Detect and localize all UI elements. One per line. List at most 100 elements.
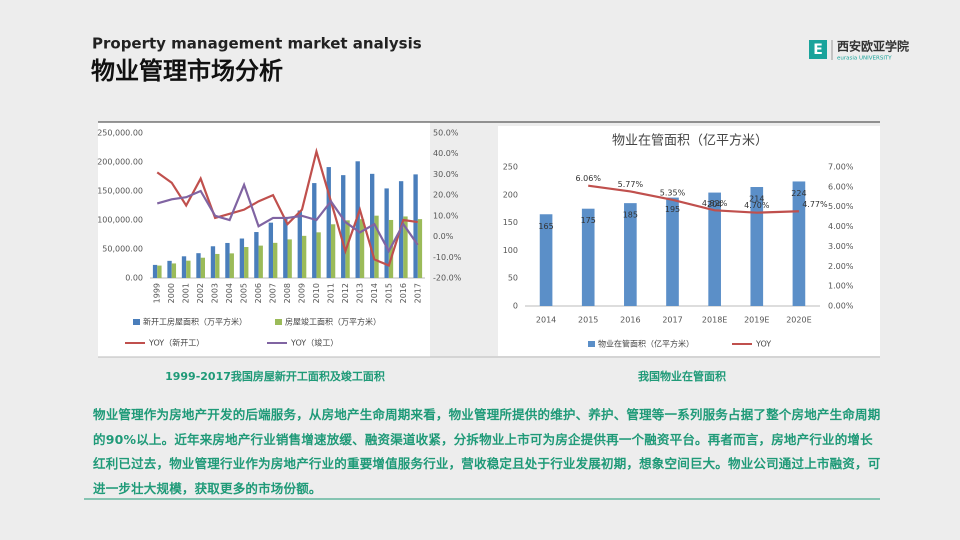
bar [330, 224, 336, 278]
bar [171, 263, 177, 278]
bar [413, 174, 418, 278]
logo-mark: E [813, 42, 823, 58]
bar [297, 210, 302, 278]
y2-tick-label: 30.0% [433, 170, 459, 179]
line [156, 147, 418, 268]
x-tick-label: 2001 [182, 283, 191, 303]
y-tick-label: 100 [503, 246, 518, 255]
y-tick-label: 250 [503, 163, 518, 172]
legend-swatch [275, 319, 282, 325]
y2-tick-label: 3.00% [828, 242, 854, 251]
bar [326, 167, 331, 278]
y-tick-label: 150 [503, 218, 518, 227]
legend-label: YOY（新开工） [148, 338, 204, 348]
x-tick-label: 2016 [620, 316, 640, 325]
y2-tick-label: 5.00% [828, 202, 854, 211]
bar [345, 220, 350, 278]
bar [708, 192, 721, 306]
y-tick-label: 50 [508, 274, 518, 283]
bar [287, 239, 292, 278]
bar [196, 253, 201, 278]
bar [359, 219, 365, 278]
y2-tick-label: -20.0% [433, 274, 462, 283]
bar-label: 165 [538, 222, 553, 231]
x-tick-label: 2019E [744, 316, 769, 325]
bar [273, 242, 278, 278]
x-tick-label: 2015 [578, 316, 598, 325]
bar [374, 215, 379, 278]
x-tick-label: 2006 [254, 283, 263, 303]
bar-label: 224 [791, 189, 806, 198]
x-tick-label: 2010 [312, 283, 321, 303]
bar [539, 214, 553, 306]
legend-label: 物业在管面积（亿平方米） [598, 339, 694, 349]
x-tick-label: 1999 [153, 283, 162, 303]
bar [341, 175, 346, 278]
bar-label: 185 [623, 211, 638, 220]
bar [229, 253, 234, 278]
y2-tick-label: 20.0% [433, 191, 459, 200]
y-tick-label: 200 [503, 190, 518, 199]
bar [355, 161, 360, 278]
bar-label: 175 [581, 216, 596, 225]
x-tick-label: 2009 [297, 283, 306, 303]
bar [244, 247, 249, 278]
x-tick-label: 2017 [413, 283, 422, 303]
legend-swatch [588, 341, 595, 347]
x-tick-label: 2018E [702, 316, 727, 325]
y2-tick-label: 1.00% [828, 282, 854, 291]
bar [239, 238, 245, 278]
y-tick-label: 250,000.00 [97, 129, 143, 138]
bar [792, 181, 806, 306]
bar [384, 188, 389, 278]
bar [283, 218, 288, 278]
x-tick-label: 2011 [326, 283, 335, 303]
x-tick-label: 2003 [211, 283, 220, 303]
y2-tick-label: 0.00% [828, 302, 854, 311]
x-tick-label: 2004 [225, 283, 234, 303]
y-tick-label: 0 [513, 302, 518, 311]
x-tick-label: 2012 [341, 283, 350, 303]
legend-label: YOY（竣工） [290, 338, 338, 348]
bar-label: 195 [665, 205, 680, 214]
x-tick-label: 2000 [167, 283, 176, 303]
line-label: 5.77% [618, 180, 644, 189]
legend-label: 新开工房屋面积（万平方米） [143, 317, 247, 327]
bar [258, 245, 263, 278]
y-tick-label: 0.00 [125, 274, 143, 283]
logo-box [809, 40, 827, 59]
bar [200, 257, 205, 278]
caption: 1999-2017我国房屋新开工面积及竣工面积 [165, 369, 385, 383]
y2-tick-label: 50.0% [433, 129, 459, 138]
bar [152, 264, 158, 278]
line-label: 4.70% [744, 201, 770, 210]
x-tick-label: 2008 [283, 283, 292, 303]
bar [624, 203, 637, 306]
legend-label: YOY [755, 340, 771, 349]
x-tick-label: 2007 [269, 283, 278, 303]
x-tick-label: 2016 [399, 283, 408, 303]
bar [417, 219, 423, 278]
bar [581, 208, 595, 306]
paragraph: 物业管理作为房地产开发的后端服务，从房地产生命周期来看，物业管理所提供的维护、养… [93, 407, 881, 496]
logo-english: eurasia UNIVERSITY [837, 56, 892, 62]
y2-tick-label: 6.00% [828, 182, 854, 191]
title: 物业管理市场分析 [91, 57, 283, 85]
y2-tick-label: 0.0% [433, 232, 454, 241]
line [156, 181, 419, 254]
y-tick-label: 150,000.00 [97, 187, 143, 196]
bar [186, 260, 191, 278]
bar-label: 204 [707, 200, 722, 209]
bar [750, 187, 764, 306]
line-label: 4.82% [702, 199, 728, 208]
y-tick-label: 50,000.00 [102, 245, 143, 254]
x-tick-label: 2014 [536, 316, 556, 325]
x-tick-label: 2005 [240, 283, 249, 303]
x-tick-label: 2020E [786, 316, 811, 325]
x-tick-label: 2002 [196, 283, 205, 303]
bar [225, 242, 230, 278]
line [588, 184, 799, 214]
x-tick-label: 2015 [384, 283, 393, 303]
